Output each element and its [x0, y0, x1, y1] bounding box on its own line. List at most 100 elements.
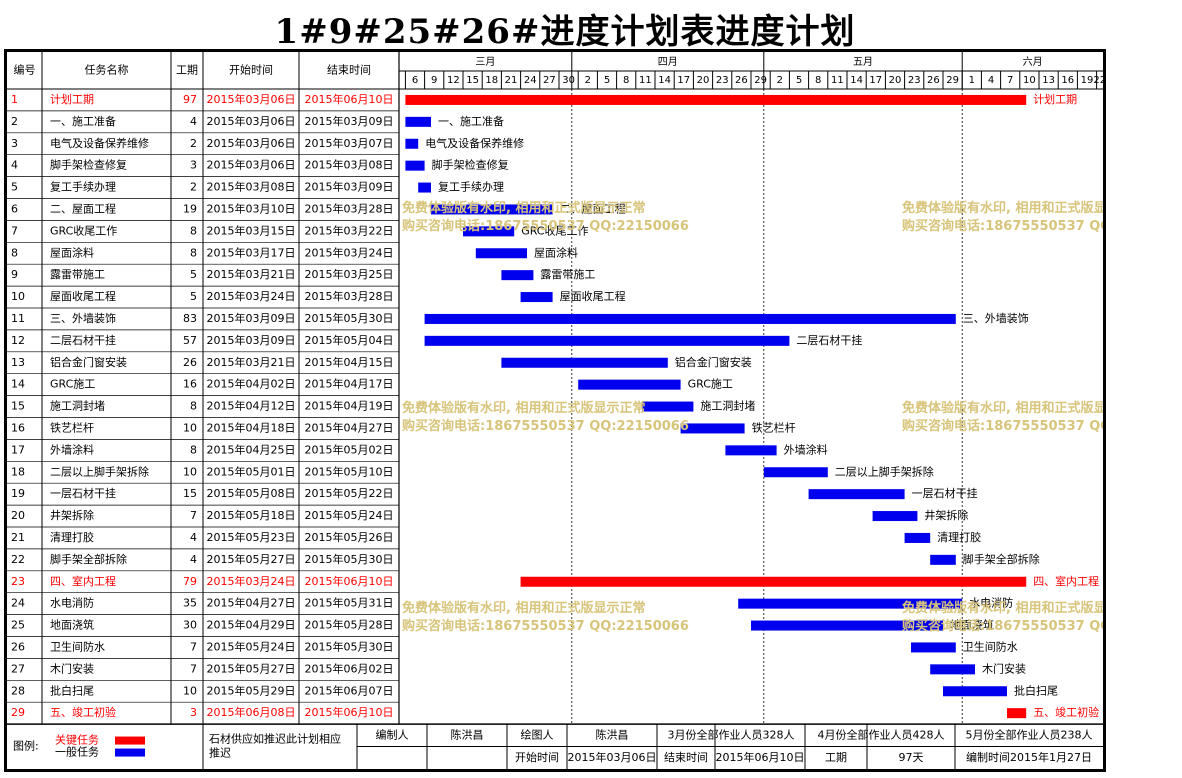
- task-bar: [680, 423, 745, 434]
- task-duration: 2: [190, 181, 197, 194]
- task-name: 屋面收尾工程: [50, 289, 116, 303]
- task-end: 2015年06月07日: [305, 683, 394, 697]
- task-name: 施工洞封堵: [50, 399, 105, 413]
- day-tick-label: 21: [505, 75, 518, 86]
- day-tick-label: 27: [543, 75, 556, 86]
- task-bar: [520, 576, 1027, 587]
- task-name: 二层以上脚手架拆除: [50, 464, 149, 478]
- task-start: 2015年04月18日: [207, 420, 296, 434]
- task-name: 木门安装: [50, 661, 94, 675]
- task-end: 2015年03月28日: [305, 289, 394, 303]
- task-duration: 30: [183, 619, 197, 632]
- bar-label: 三、外墙装饰: [963, 311, 1029, 325]
- task-start: 2015年03月06日: [207, 114, 296, 128]
- bar-label: 水电消防: [969, 596, 1013, 610]
- task-duration: 26: [183, 356, 197, 369]
- watermark-text: 免费体验版有水印, 相用和正式版显示正常: [402, 400, 645, 416]
- day-tick-label: 26: [735, 75, 748, 86]
- task-end: 2015年05月26日: [305, 530, 394, 544]
- task-duration: 5: [190, 268, 197, 281]
- day-tick-label: 23: [716, 75, 729, 86]
- task-end: 2015年05月22日: [305, 486, 394, 500]
- header-duration: 工期: [176, 64, 198, 77]
- task-start: 2015年03月09日: [207, 311, 296, 325]
- note-text: 石材供应如推迟此计划相应: [209, 732, 341, 746]
- task-id: 16: [11, 421, 25, 434]
- compiled-time: 编制时间2015年1月27日: [966, 750, 1092, 764]
- task-bar: [463, 226, 515, 237]
- watermark-text: 免费体验版有水印, 相用和正式版显示正常: [902, 200, 1103, 216]
- task-duration: 5: [190, 290, 197, 303]
- watermark-text: 免费体验版有水印, 相用和正式版显示正常: [402, 600, 645, 616]
- task-start: 2015年03月24日: [207, 574, 296, 588]
- task-bar: [911, 642, 956, 653]
- task-id: 26: [11, 640, 25, 653]
- staff-may: 5月份全部作业人员238人: [966, 727, 1093, 741]
- task-bar: [475, 248, 527, 259]
- day-tick-label: 22: [1093, 75, 1103, 86]
- task-end: 2015年05月28日: [305, 618, 394, 632]
- task-name: 批白扫尾: [50, 683, 94, 697]
- watermark-text: 购买咨询电话:18675550537 QQ:22150066: [402, 618, 689, 634]
- task-name: 地面浇筑: [50, 618, 94, 632]
- day-tick-label: 26: [927, 75, 940, 86]
- duration-label: 工期: [825, 751, 847, 764]
- task-id: 10: [11, 290, 25, 303]
- task-id: 21: [11, 531, 25, 544]
- bar-label: 二层以上脚手架拆除: [835, 464, 934, 478]
- task-start: 2015年03月06日: [207, 92, 296, 106]
- bar-label: 屋面收尾工程: [560, 289, 626, 303]
- bar-label: 一、施工准备: [438, 114, 504, 128]
- day-tick-label: 30: [562, 75, 575, 86]
- task-duration: 19: [183, 202, 197, 215]
- task-start: 2015年03月06日: [207, 136, 296, 150]
- task-name: 电气及设备保养维修: [50, 136, 149, 150]
- bar-label: 屋面涂料: [534, 245, 578, 259]
- task-duration: 7: [190, 509, 197, 522]
- day-tick-label: 18: [485, 75, 498, 86]
- task-end: 2015年05月02日: [305, 442, 394, 456]
- task-duration: 83: [183, 312, 197, 325]
- bar-label: 铁艺栏杆: [752, 420, 796, 434]
- task-end: 2015年05月10日: [305, 464, 394, 478]
- task-name: 卫生间防水: [50, 639, 105, 653]
- task-id: 11: [11, 312, 25, 325]
- task-start: 2015年03月15日: [207, 223, 296, 237]
- task-end: 2015年03月24日: [305, 245, 394, 259]
- task-end: 2015年06月10日: [305, 574, 394, 588]
- drawer-label: 绘图人: [521, 727, 554, 741]
- task-end: 2015年03月25日: [305, 267, 394, 281]
- task-end: 2015年05月04日: [305, 333, 394, 347]
- day-tick-label: 20: [697, 75, 710, 86]
- watermark-text: 免费体验版有水印, 相用和正式版显示正常: [902, 600, 1103, 616]
- staff-march: 3月份全部作业人员328人: [668, 727, 795, 741]
- bar-label: 铝合金门窗安装: [675, 355, 752, 369]
- task-name: GRC施工: [50, 378, 95, 391]
- month-label: 四月: [658, 56, 678, 68]
- bar-label: 二、屋面工程: [560, 202, 626, 215]
- task-id: 24: [11, 597, 25, 610]
- task-name: 井架拆除: [50, 508, 94, 522]
- task-end: 2015年05月30日: [305, 311, 394, 325]
- day-tick-label: 17: [677, 75, 690, 86]
- task-end: 2015年05月30日: [305, 639, 394, 653]
- bar-label: 脚手架检查修复: [432, 158, 509, 172]
- task-bar: [405, 94, 1027, 105]
- task-name: 铁艺栏杆: [50, 420, 94, 434]
- day-tick-label: 20: [889, 75, 902, 86]
- task-bar: [930, 554, 956, 565]
- day-tick-label: 19: [1081, 75, 1094, 86]
- task-start: 2015年03月10日: [207, 201, 296, 215]
- task-start: 2015年03月08日: [207, 180, 296, 194]
- task-duration: 16: [183, 378, 197, 391]
- legend-normal-swatch: [115, 748, 145, 757]
- task-bar: [763, 467, 828, 478]
- task-start: 2015年04月02日: [207, 377, 296, 391]
- task-duration: 8: [190, 246, 197, 259]
- task-end: 2015年03月28日: [305, 201, 394, 215]
- task-id: 29: [11, 706, 25, 719]
- header-end: 结束时间: [327, 64, 371, 77]
- task-bar: [405, 160, 425, 171]
- watermark-text: 免费体验版有水印, 相用和正式版显示正常: [902, 400, 1103, 416]
- task-duration: 10: [183, 684, 197, 697]
